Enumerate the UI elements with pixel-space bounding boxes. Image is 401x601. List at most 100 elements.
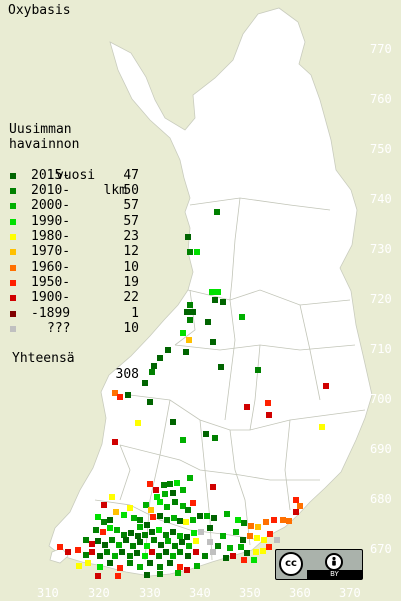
observation-square: [107, 525, 113, 531]
observation-square: [157, 513, 163, 519]
observation-square: [112, 439, 118, 445]
observation-square: [100, 529, 106, 535]
observation-square: [137, 539, 143, 545]
observation-square: [187, 302, 193, 308]
legend-item-count: 10: [123, 259, 139, 275]
observation-square: [204, 513, 210, 519]
observation-square: [207, 539, 213, 545]
observation-square: [254, 535, 260, 541]
observation-square: [323, 383, 329, 389]
observation-square: [297, 503, 303, 509]
legend-item-label: 2000-: [31, 198, 71, 214]
observation-square: [148, 507, 154, 513]
observation-square: [89, 549, 95, 555]
observation-square: [164, 504, 170, 510]
observation-square: [147, 481, 153, 487]
legend-item-label: 2015-: [31, 167, 71, 183]
observation-square: [156, 527, 162, 533]
observation-square: [239, 314, 245, 320]
observation-square: [134, 550, 140, 556]
observation-square: [165, 347, 171, 353]
legend-item: -1899 1: [9, 306, 139, 321]
legend-swatch: [10, 279, 16, 286]
observation-square: [95, 538, 101, 544]
legend-item: 1970- 12: [9, 244, 139, 259]
observation-square: [177, 518, 183, 524]
legend: Uusimman havainnon vuosi lkm 2015- 47 2010…: [9, 122, 139, 382]
cc-by-license-badge[interactable]: cc BY: [275, 549, 363, 580]
attribution-person-icon: [325, 553, 343, 571]
legend-item-count: 22: [123, 290, 139, 306]
observation-square: [238, 544, 244, 550]
observation-square: [95, 573, 101, 579]
legend-heading-line: vuosi: [55, 167, 96, 183]
observation-square: [212, 435, 218, 441]
observation-square: [112, 390, 118, 396]
observation-square: [150, 514, 156, 520]
observation-square: [154, 494, 160, 500]
observation-square: [218, 364, 224, 370]
y-axis: 770 760 750 740 730 720 710 700 690 680 …: [370, 42, 392, 556]
observation-square: [135, 533, 141, 539]
observation-square: [194, 563, 200, 569]
observation-square: [85, 560, 91, 566]
observation-square: [83, 552, 89, 558]
observation-square: [117, 565, 123, 571]
observation-square: [127, 553, 133, 559]
observation-square: [149, 549, 155, 555]
observation-square: [149, 369, 155, 375]
observation-square: [151, 363, 157, 369]
observation-square: [240, 537, 246, 543]
observation-square: [191, 530, 197, 536]
legend-heading-line: havainnon: [9, 137, 80, 153]
observation-square: [224, 511, 230, 517]
observation-square: [209, 289, 215, 295]
legend-item-count: 1: [131, 305, 139, 321]
observation-square: [114, 527, 120, 533]
observation-square: [123, 537, 129, 543]
legend-item-count: 47: [123, 167, 139, 183]
observation-square: [183, 519, 189, 525]
observation-square: [113, 509, 119, 515]
observation-square: [130, 543, 136, 549]
legend-item-count: 12: [123, 244, 139, 260]
legend-item: 2015- 47: [9, 168, 139, 183]
observation-square: [186, 543, 192, 549]
cc-icon: cc: [279, 552, 303, 576]
observation-square: [247, 533, 253, 539]
observation-square: [180, 437, 186, 443]
observation-square: [127, 505, 133, 511]
legend-item-label: 2010-: [31, 183, 71, 199]
observation-square: [128, 530, 134, 536]
observation-square: [293, 497, 299, 503]
observation-square: [220, 533, 226, 539]
x-tick-label: 360: [289, 586, 311, 600]
observation-square: [190, 517, 196, 523]
observation-square: [319, 424, 325, 430]
legend-total-row: Yhteensä 308: [9, 336, 139, 381]
legend-item-label: 1980-: [31, 229, 71, 245]
by-label: BY: [307, 570, 362, 579]
observation-square: [112, 553, 118, 559]
legend-swatch: [10, 325, 16, 332]
observation-square: [211, 515, 217, 521]
legend-item-label: -1899: [31, 305, 71, 321]
legend-swatch: [10, 203, 16, 210]
legend-swatch: [10, 310, 16, 317]
observation-square: [227, 545, 233, 551]
y-tick-label: 720: [370, 292, 392, 306]
observation-square: [156, 553, 162, 559]
observation-square: [157, 355, 163, 361]
observation-square: [187, 317, 193, 323]
observation-square: [265, 400, 271, 406]
observation-square: [193, 538, 199, 544]
observation-square: [180, 503, 186, 509]
observation-square: [293, 509, 299, 515]
observation-square: [164, 517, 170, 523]
observation-square: [186, 337, 192, 343]
x-tick-label: 370: [339, 586, 361, 600]
observation-square: [179, 539, 185, 545]
observation-square: [97, 564, 103, 570]
observation-square: [244, 550, 250, 556]
